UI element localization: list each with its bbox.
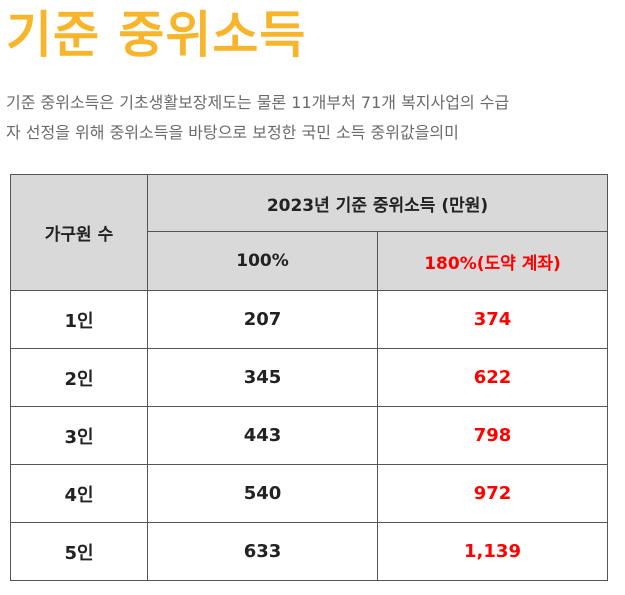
cell-100-percent: 633: [147, 522, 378, 581]
page-title: 기준 중위소득: [6, 6, 307, 64]
table-header-row: 가구원 수 2023년 기준 중위소득 (만원): [10, 174, 608, 291]
header-household-size: 가구원 수: [10, 174, 148, 291]
header-180-percent: 180%(도약 계좌): [377, 231, 608, 291]
table-subheader-row: 100% 180%(도약 계좌): [11, 231, 608, 291]
table-row: 4인 540 972: [10, 464, 608, 523]
cell-household: 1인: [10, 290, 148, 349]
table-row: 2인 345 622: [10, 348, 608, 407]
cell-household: 4인: [10, 464, 148, 523]
description-line-1: 기준 중위소득은 기초생활보장제도는 물론 11개부처 71개 복지사업의 수급: [6, 93, 510, 112]
cell-100-percent: 345: [147, 348, 378, 407]
cell-100-percent: 540: [147, 464, 378, 523]
cell-180-percent: 1,139: [377, 522, 608, 581]
cell-180-percent: 622: [377, 348, 608, 407]
cell-100-percent: 207: [147, 290, 378, 349]
description-line-2: 자 선정을 위해 중위소득을 바탕으로 보정한 국민 소득 중위값을의미: [6, 123, 459, 142]
median-income-table: 가구원 수 2023년 기준 중위소득 (만원) 100% 180%(도약 계좌…: [10, 174, 608, 581]
cell-100-percent: 443: [147, 406, 378, 465]
table-row: 3인 443 798: [10, 406, 608, 465]
table-row: 5인 633 1,139: [10, 522, 608, 581]
cell-180-percent: 374: [377, 290, 608, 349]
cell-180-percent: 972: [377, 464, 608, 523]
cell-household: 3인: [10, 406, 148, 465]
cell-household: 2인: [10, 348, 148, 407]
header-median-income-2023: 2023년 기준 중위소득 (만원): [147, 174, 608, 232]
table-row: 1인 207 374: [10, 290, 608, 349]
cell-household: 5인: [10, 522, 148, 581]
header-100-percent: 100%: [147, 231, 378, 291]
description: 기준 중위소득은 기초생활보장제도는 물론 11개부처 71개 복지사업의 수급…: [6, 88, 621, 148]
cell-180-percent: 798: [377, 406, 608, 465]
